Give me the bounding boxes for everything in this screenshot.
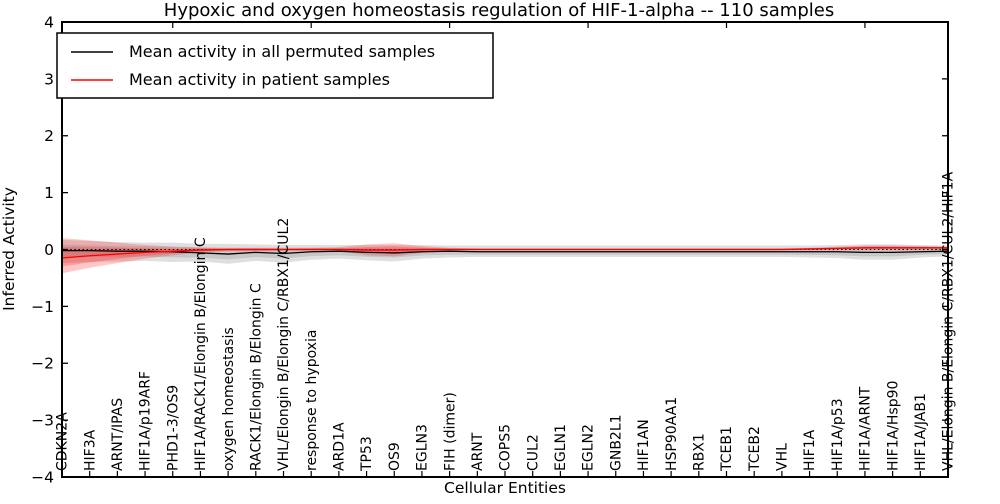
y-tick-label: 2 (44, 127, 54, 145)
x-axis-label: Cellular Entities (444, 479, 566, 497)
y-tick-label: 0 (44, 241, 54, 259)
x-tick-label: TCEB1 (719, 426, 735, 472)
x-tick-label: HIF1AN (636, 419, 652, 471)
legend-permuted-label: Mean activity in all permuted samples (129, 42, 435, 61)
x-tick-label: HIF1A/p19ARF (138, 371, 154, 471)
x-tick-label: HIF1A/JAB1 (913, 393, 929, 471)
legend: Mean activity in all permuted samples Me… (56, 32, 494, 99)
x-tick-label: EGLN3 (415, 424, 431, 471)
patient-mean-line (61, 247, 948, 259)
chart-title: Hypoxic and oxygen homeostasis regulatio… (164, 0, 834, 21)
x-tick-label: ARNT/IPAS (110, 398, 126, 471)
y-tick-label: −3 (31, 412, 54, 430)
legend-box (56, 32, 494, 99)
x-tick-label: COPS5 (498, 424, 514, 471)
x-tick-label: VHL/Elongin B/Elongin C/RBX1/CUL2 (276, 218, 292, 471)
legend-patient-label: Mean activity in patient samples (129, 70, 390, 89)
y-tick-label: −1 (31, 298, 54, 316)
x-tick-label: RACK1/Elongin B/Elongin C (248, 283, 264, 471)
y-axis-label: Inferred Activity (0, 187, 18, 311)
x-tick-label: EGLN1 (553, 424, 569, 471)
x-tick-label: TP53 (359, 436, 375, 472)
x-tick-label: HIF1A (802, 429, 818, 471)
y-tick-label: 4 (44, 13, 54, 31)
x-tick-label: CUL2 (525, 434, 541, 471)
x-tick-label: FIH (dimer) (442, 392, 458, 471)
x-tick-label: HIF1A/Hsp90 (885, 381, 901, 471)
y-tick-label: −2 (31, 355, 54, 373)
x-tick-label: ARD1A (331, 422, 347, 471)
x-tick-label: HIF1A/RACK1/Elongin B/Elongin C (193, 237, 209, 471)
x-tick-label: ARNT (470, 432, 486, 471)
plot-area: CDKN2A HIF3A ARNT/IPAS HIF1A/p19ARF PHD1-3/O… (31, 13, 956, 486)
x-tick-label: VHL (774, 443, 790, 471)
y-tick-label: 1 (44, 184, 54, 202)
y-tick-label: 3 (44, 70, 54, 88)
x-tick-label: GNB2L1 (608, 414, 624, 471)
x-tick-label: PHD1-3/OS9 (165, 385, 181, 471)
x-tick-label: RBX1 (691, 433, 707, 471)
x-tick-label: HIF1A/ARNT (858, 386, 874, 471)
y-tick-label: −4 (31, 468, 54, 486)
x-tick-label: EGLN2 (581, 424, 597, 471)
permuted-mean-line (62, 249, 949, 255)
x-tick-label: HIF1A/p53 (830, 398, 846, 471)
x-tick-label: response to hypoxia (304, 330, 320, 471)
x-tick-label: oxygen homeostasis (221, 327, 237, 471)
x-tick-label: HIF3A (82, 429, 98, 471)
x-tick-label: TCEB2 (747, 426, 763, 472)
x-tick-label: OS9 (387, 442, 403, 471)
x-tick-label: HSP90AA1 (664, 397, 680, 471)
